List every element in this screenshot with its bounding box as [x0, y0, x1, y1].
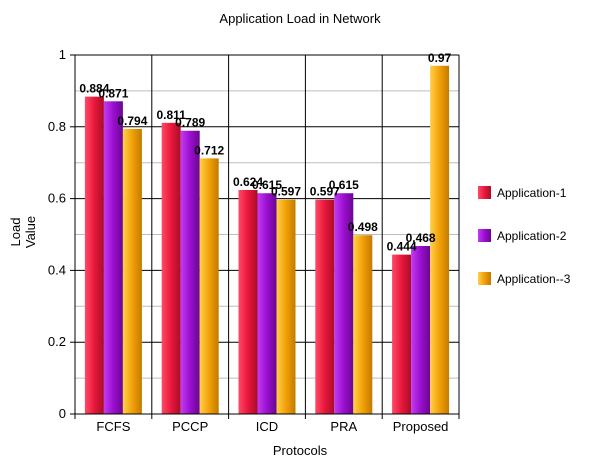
data-label: 0.884	[79, 82, 109, 96]
x-tick-label: PRA	[330, 419, 357, 434]
x-tick-label: FCFS	[96, 419, 130, 434]
data-label: 0.444	[387, 240, 417, 254]
data-label: 0.811	[157, 108, 187, 122]
x-tick-label: PCCP	[172, 419, 208, 434]
data-label: 0.597	[310, 185, 340, 199]
data-label: 0.498	[348, 220, 378, 234]
bar	[103, 101, 123, 414]
y-tick-label: 0.2	[48, 334, 66, 349]
legend-label: Application--3	[497, 272, 571, 286]
x-axis-label: Protocols	[273, 443, 328, 458]
y-axis-label-line-1: Load	[8, 218, 23, 247]
bar	[411, 245, 431, 414]
bar	[84, 96, 104, 415]
data-label: 0.794	[117, 114, 147, 128]
data-label: 0.871	[98, 86, 128, 100]
legend-swatch	[478, 272, 491, 285]
x-tick-label: ICD	[256, 419, 278, 434]
chart-title: Application Load in Network	[219, 11, 381, 26]
bar	[276, 199, 296, 414]
data-label: 0.789	[175, 116, 205, 130]
legend-label: Application-1	[497, 186, 567, 200]
data-label: 0.468	[406, 231, 436, 245]
bar	[161, 122, 181, 414]
y-tick-label: 1	[59, 47, 66, 62]
bar	[430, 65, 450, 415]
bar	[180, 130, 200, 414]
axes: 0 0.2 0.4 0.6 0.8 1 FCFS PCCP ICD PRA Proposed	[48, 47, 460, 434]
data-labels: 0.884 0.811 0.624 0.597 0.444 0.871 0.789 0.615…	[79, 51, 451, 254]
legend-swatch	[478, 229, 491, 242]
bar	[238, 189, 258, 414]
bar	[315, 199, 335, 414]
data-label: 0.615	[252, 178, 282, 192]
data-label: 0.597	[271, 185, 301, 199]
bar	[334, 193, 354, 414]
bar	[392, 254, 412, 414]
legend-swatch	[478, 186, 491, 199]
bar	[122, 128, 142, 415]
bar	[257, 193, 277, 414]
y-tick-label: 0.8	[48, 119, 66, 134]
legend-label: Application-2	[497, 229, 567, 243]
bar	[199, 158, 219, 414]
data-label: 0.97	[428, 51, 452, 65]
y-axis-label-line-2: Value	[23, 216, 38, 248]
y-tick-label: 0.4	[48, 262, 66, 277]
data-label: 0.615	[329, 178, 359, 192]
y-tick-label: 0	[59, 406, 66, 421]
legend: Application-1 Application-2 Application--3	[478, 186, 571, 286]
data-label: 0.624	[233, 175, 263, 189]
bars	[84, 65, 450, 415]
bar	[353, 235, 373, 414]
y-tick-label: 0.6	[48, 191, 66, 206]
data-label: 0.712	[194, 143, 224, 157]
x-tick-label: Proposed	[393, 419, 449, 434]
